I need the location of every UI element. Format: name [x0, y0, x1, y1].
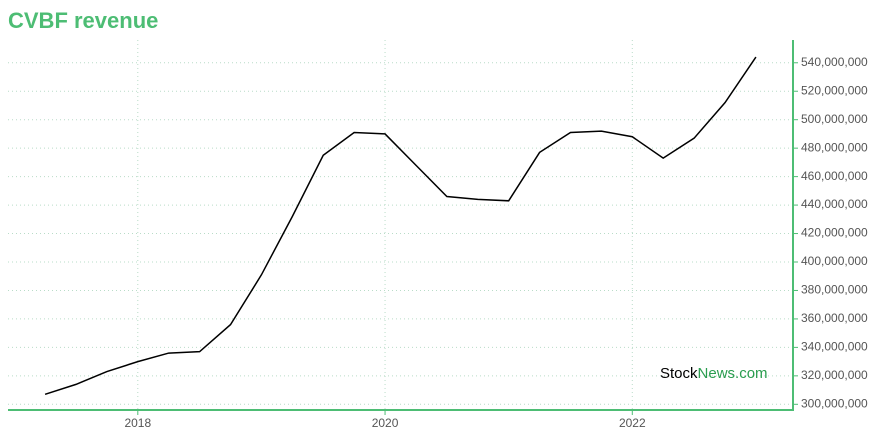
- chart-title: CVBF revenue: [8, 8, 158, 33]
- x-tick-label: 2018: [124, 416, 151, 430]
- y-tick-label: 300,000,000: [801, 396, 868, 410]
- y-tick-label: 400,000,000: [801, 254, 868, 268]
- y-tick-label: 420,000,000: [801, 226, 868, 240]
- y-tick-label: 500,000,000: [801, 112, 868, 126]
- y-tick-label: 440,000,000: [801, 197, 868, 211]
- watermark: StockNews.com: [660, 365, 768, 382]
- y-tick-label: 340,000,000: [801, 340, 868, 354]
- x-tick-label: 2022: [619, 416, 646, 430]
- y-tick-label: 480,000,000: [801, 140, 868, 154]
- data-line: [44, 56, 757, 396]
- y-tick-label: 460,000,000: [801, 169, 868, 183]
- y-tick-label: 520,000,000: [801, 83, 868, 97]
- watermark-stock: Stock: [660, 365, 698, 382]
- x-tick-label: 2020: [372, 416, 399, 430]
- y-tick-label: 380,000,000: [801, 283, 868, 297]
- y-tick-label: 320,000,000: [801, 368, 868, 382]
- y-tick-label: 360,000,000: [801, 311, 868, 325]
- y-tick-label: 540,000,000: [801, 55, 868, 69]
- watermark-news: News.com: [698, 365, 768, 382]
